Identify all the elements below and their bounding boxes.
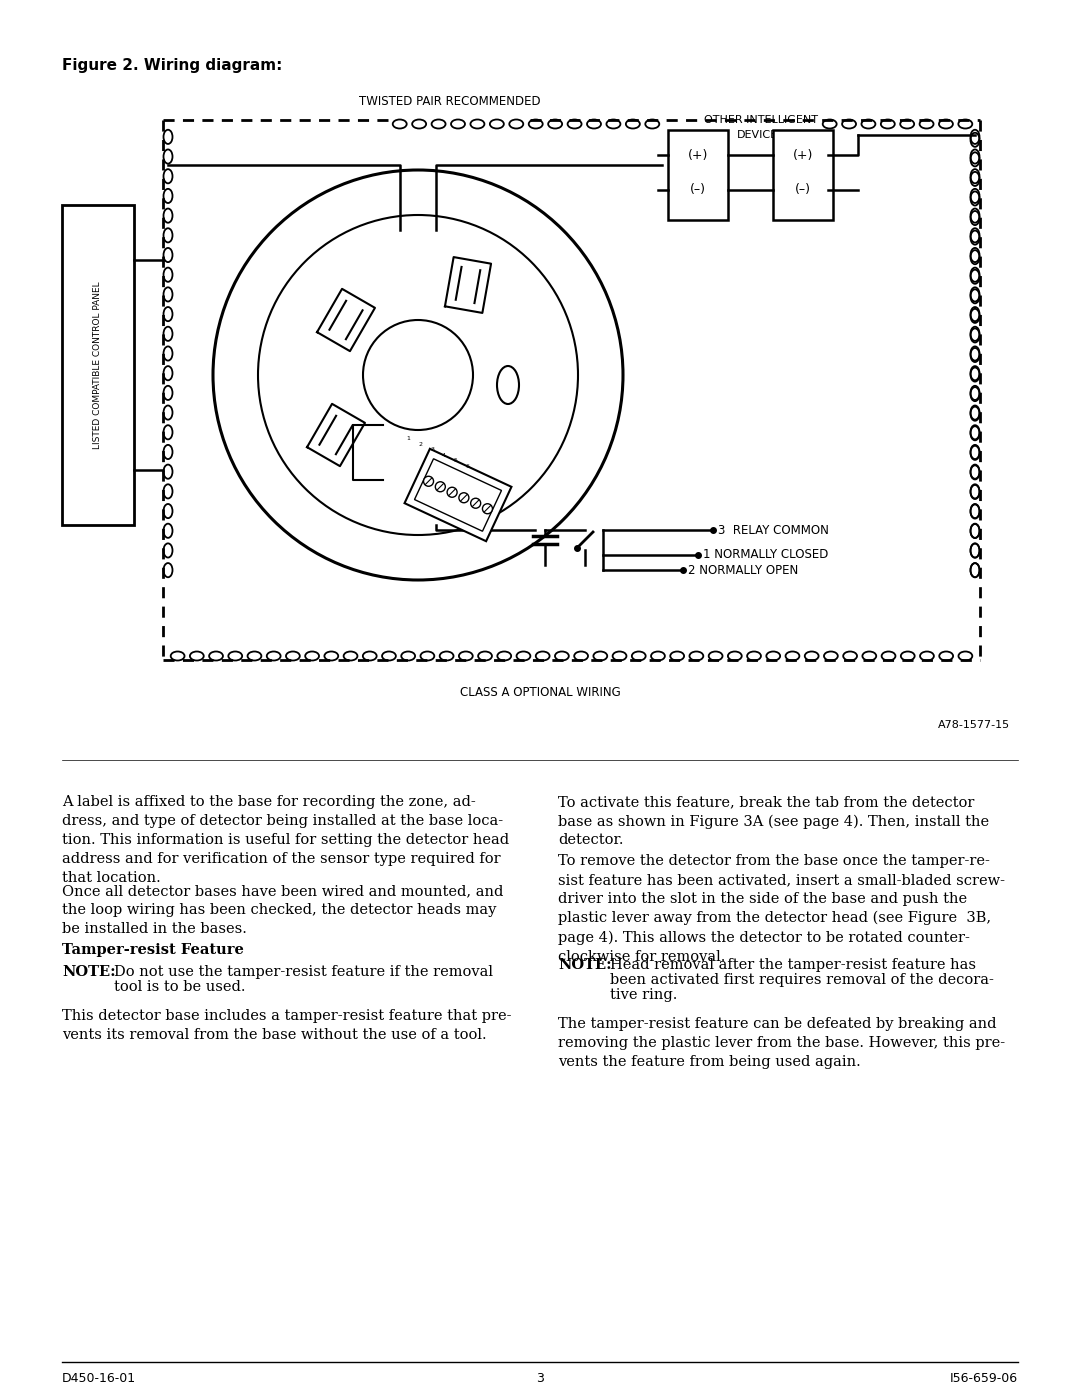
Text: 1 NORMALLY CLOSED: 1 NORMALLY CLOSED xyxy=(703,549,828,562)
Text: Do not use the tamper-resist feature if the removal: Do not use the tamper-resist feature if … xyxy=(114,965,492,979)
Text: 5: 5 xyxy=(454,458,458,464)
Text: NOTE:: NOTE: xyxy=(558,958,611,972)
Text: Head removal after the tamper-resist feature has: Head removal after the tamper-resist fea… xyxy=(610,958,976,972)
Polygon shape xyxy=(415,458,501,531)
Text: 2: 2 xyxy=(418,441,422,447)
Text: LISTED COMPATIBLE CONTROL PANEL: LISTED COMPATIBLE CONTROL PANEL xyxy=(94,281,103,448)
Text: 4: 4 xyxy=(442,453,446,458)
Text: A78-1577-15: A78-1577-15 xyxy=(937,719,1010,731)
Circle shape xyxy=(258,215,578,535)
Ellipse shape xyxy=(459,493,469,503)
Ellipse shape xyxy=(435,482,445,492)
Text: OTHER INTELLIGENT: OTHER INTELLIGENT xyxy=(703,115,818,124)
Text: (–): (–) xyxy=(795,183,811,197)
Text: TWISTED PAIR RECOMMENDED: TWISTED PAIR RECOMMENDED xyxy=(360,95,541,108)
Text: 1: 1 xyxy=(406,436,410,441)
Text: Figure 2. Wiring diagram:: Figure 2. Wiring diagram: xyxy=(62,59,282,73)
Circle shape xyxy=(363,320,473,430)
Text: tool is to be used.: tool is to be used. xyxy=(114,981,245,995)
Text: A label is affixed to the base for recording the zone, ad-
dress, and type of de: A label is affixed to the base for recor… xyxy=(62,795,509,884)
Text: I56-659-06: I56-659-06 xyxy=(950,1372,1018,1384)
Text: The tamper-resist feature can be defeated by breaking and
removing the plastic l: The tamper-resist feature can be defeate… xyxy=(558,1017,1005,1069)
Ellipse shape xyxy=(497,366,519,404)
Text: Tamper-resist Feature: Tamper-resist Feature xyxy=(62,943,244,957)
Ellipse shape xyxy=(447,488,457,497)
Text: (+): (+) xyxy=(793,148,813,162)
Text: tive ring.: tive ring. xyxy=(610,988,677,1002)
Bar xyxy=(773,130,833,219)
Text: been activated first requires removal of the decora-: been activated first requires removal of… xyxy=(610,972,994,988)
Text: 3  RELAY COMMON: 3 RELAY COMMON xyxy=(718,524,828,536)
Text: (–): (–) xyxy=(690,183,706,197)
Text: Once all detector bases have been wired and mounted, and
the loop wiring has bee: Once all detector bases have been wired … xyxy=(62,884,503,936)
Text: 3: 3 xyxy=(536,1372,544,1384)
Ellipse shape xyxy=(423,476,433,486)
Text: 3: 3 xyxy=(430,447,434,453)
Text: This detector base includes a tamper-resist feature that pre-
vents its removal : This detector base includes a tamper-res… xyxy=(62,1009,512,1042)
Ellipse shape xyxy=(471,499,481,509)
Bar xyxy=(669,130,728,219)
Polygon shape xyxy=(405,448,512,541)
Circle shape xyxy=(213,170,623,580)
Text: 2 NORMALLY OPEN: 2 NORMALLY OPEN xyxy=(688,563,798,577)
Text: NOTE:: NOTE: xyxy=(62,965,116,979)
Text: 6: 6 xyxy=(465,464,470,469)
Text: To activate this feature, break the tab from the detector
base as shown in Figur: To activate this feature, break the tab … xyxy=(558,795,989,848)
Text: DEVICES: DEVICES xyxy=(737,130,785,140)
Text: CLASS A OPTIONAL WIRING: CLASS A OPTIONAL WIRING xyxy=(460,686,620,698)
Text: D450-16-01: D450-16-01 xyxy=(62,1372,136,1384)
Ellipse shape xyxy=(483,504,492,514)
Text: (+): (+) xyxy=(688,148,708,162)
Bar xyxy=(62,205,134,525)
Text: To remove the detector from the base once the tamper-re-
sist feature has been a: To remove the detector from the base onc… xyxy=(558,854,1005,964)
